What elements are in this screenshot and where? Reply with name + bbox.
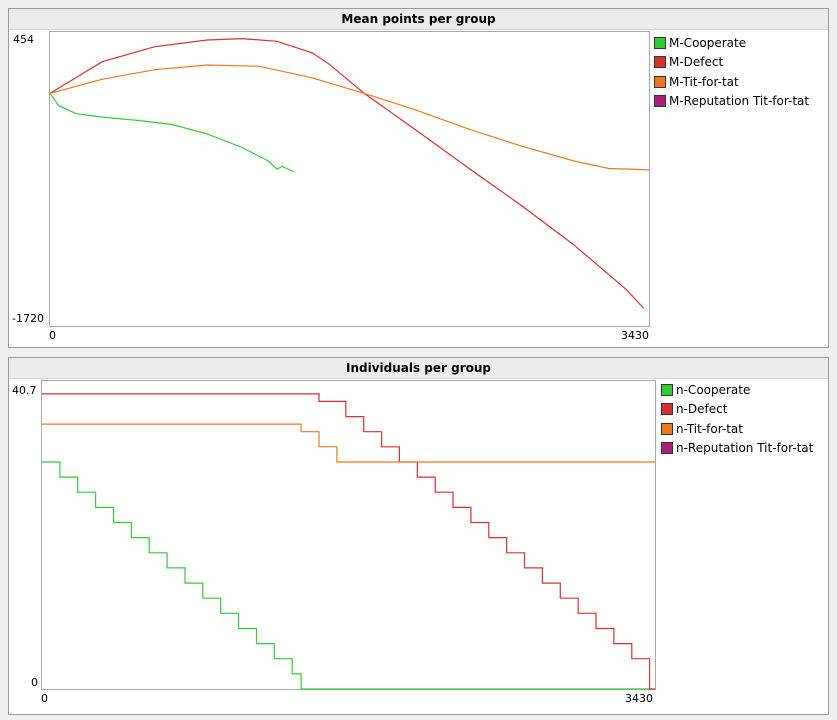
- plot-canvas: [42, 393, 655, 690]
- legend-label: n-Defect: [676, 402, 728, 417]
- x-max-label: 3430: [625, 692, 653, 705]
- legend-swatch: [661, 403, 673, 416]
- legend-label: M-Tit-for-tat: [669, 74, 739, 89]
- legend-item: M-Reputation Tit-for-tat: [654, 92, 809, 112]
- legend-item: n-Cooperate: [661, 380, 813, 400]
- legend-label: n-Reputation Tit-for-tat: [676, 441, 814, 456]
- n-cooperate-line: [42, 461, 655, 690]
- legend-swatch: [661, 422, 673, 435]
- legend-swatch: [654, 56, 666, 69]
- legend-swatch: [661, 383, 673, 396]
- legend-item: M-Tit-for-tat: [654, 72, 809, 92]
- individuals-plot-panel: Individuals per group 40.7 0 0 3430 n-Co…: [8, 357, 829, 715]
- m-tit-for-tat-line: [49, 64, 650, 171]
- mean-points-plot-panel: Mean points per group 454 -1720 0 3430 M…: [8, 8, 829, 348]
- plot-area: [41, 380, 656, 690]
- legend-item: M-Defect: [654, 53, 809, 73]
- plot-area: [49, 31, 650, 327]
- legend-item: n-Reputation Tit-for-tat: [661, 439, 813, 459]
- legend: M-Cooperate M-Defect M-Tit-for-tat M-Rep…: [654, 33, 809, 111]
- y-max-label: 454: [13, 33, 34, 46]
- legend-label: n-Tit-for-tat: [676, 421, 743, 436]
- m-defect-line: [49, 37, 645, 309]
- legend-item: n-Tit-for-tat: [661, 419, 813, 439]
- legend-swatch: [661, 442, 673, 455]
- y-min-label: 0: [31, 676, 38, 689]
- legend-swatch: [654, 75, 666, 88]
- y-min-label: -1720: [12, 312, 44, 325]
- legend-label: n-Cooperate: [676, 382, 751, 397]
- y-max-label: 40.7: [12, 384, 37, 397]
- n-defect-line: [42, 393, 655, 690]
- plot-canvas: [49, 37, 650, 309]
- legend-label: M-Reputation Tit-for-tat: [669, 94, 810, 109]
- x-min-label: 0: [49, 329, 56, 342]
- legend-swatch: [654, 36, 666, 49]
- plot-title: Mean points per group: [9, 9, 828, 30]
- x-max-label: 3430: [621, 329, 649, 342]
- legend-item: M-Cooperate: [654, 33, 809, 53]
- x-min-label: 0: [41, 692, 48, 705]
- legend-label: M-Cooperate: [669, 35, 747, 50]
- legend-label: M-Defect: [669, 55, 724, 70]
- n-tit-for-tat-line: [42, 423, 655, 463]
- legend-swatch: [654, 95, 666, 108]
- plot-title: Individuals per group: [9, 358, 828, 379]
- legend-item: n-Defect: [661, 400, 813, 420]
- m-cooperate-line: [49, 93, 295, 173]
- legend: n-Cooperate n-Defect n-Tit-for-tat n-Rep…: [661, 380, 813, 458]
